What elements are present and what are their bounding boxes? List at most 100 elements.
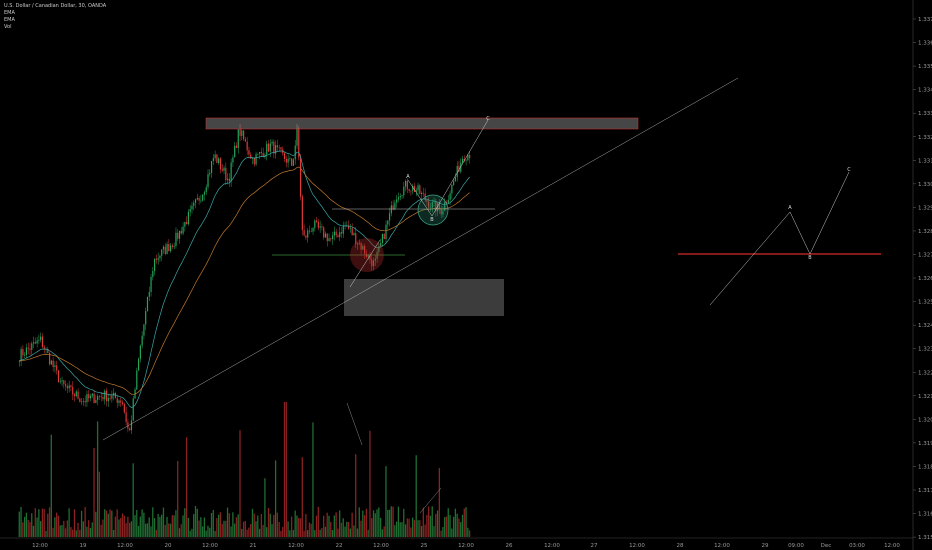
projection-line[interactable] xyxy=(349,239,381,288)
candle-body xyxy=(437,203,439,212)
price-tick-label: 1.32800 xyxy=(918,229,932,235)
highlight-circle-red[interactable] xyxy=(350,238,384,272)
candle-body xyxy=(392,205,394,210)
candle-body xyxy=(289,158,291,159)
volume-trend-up[interactable] xyxy=(419,487,442,514)
candle-body xyxy=(372,260,375,267)
resistance-zone[interactable] xyxy=(205,117,639,130)
candle-body xyxy=(47,349,49,353)
candle-body xyxy=(113,392,115,396)
candle-body xyxy=(461,158,464,163)
candle-body xyxy=(362,246,364,250)
candle-body xyxy=(271,141,273,144)
volume-bar xyxy=(237,514,239,537)
volume-bar xyxy=(105,510,108,537)
candle-body xyxy=(29,348,31,350)
indicator-ema-2[interactable]: EMA xyxy=(4,17,15,23)
volume-bar xyxy=(267,508,270,537)
time-tick-label: 27 xyxy=(591,543,598,549)
candle-body xyxy=(161,249,163,256)
candle-body xyxy=(88,394,90,399)
candle-body xyxy=(66,386,68,389)
candle-body xyxy=(171,245,174,247)
volume-bar xyxy=(278,521,280,537)
volume-bar xyxy=(442,527,444,537)
demand-zone[interactable] xyxy=(344,279,504,316)
indicator-vol[interactable]: Vol xyxy=(4,24,12,30)
volume-bar xyxy=(162,507,165,537)
candle-body xyxy=(170,245,172,252)
abc-wave-right[interactable] xyxy=(709,171,850,306)
candle-body xyxy=(381,233,384,243)
candle-body xyxy=(259,152,261,154)
volume-bar xyxy=(43,509,45,537)
volume-bar xyxy=(383,526,385,537)
candle-body xyxy=(303,230,305,236)
candle-body xyxy=(340,232,343,234)
ema-fast-line xyxy=(19,150,470,409)
volume-bar xyxy=(216,518,218,537)
candle-body xyxy=(410,190,412,192)
volume-bar xyxy=(75,530,77,537)
drawings: A B C A B C xyxy=(102,77,881,514)
volume-bar xyxy=(48,507,51,537)
volume-bar xyxy=(175,510,177,537)
candle-body xyxy=(196,198,198,200)
time-tick-label: 09:00 xyxy=(788,543,804,549)
volume-bar xyxy=(260,514,263,537)
candle-body xyxy=(159,255,161,259)
volume-bar xyxy=(283,402,286,537)
candle-body xyxy=(230,162,232,182)
candle-body xyxy=(317,221,319,228)
candle-body xyxy=(360,243,362,250)
candle-body xyxy=(189,209,191,212)
candle-body xyxy=(168,244,170,252)
volume-bar xyxy=(458,518,460,537)
candle-body xyxy=(89,395,92,399)
volume-bar xyxy=(182,515,184,537)
volume-bar xyxy=(130,521,133,537)
volume-bar xyxy=(379,517,382,537)
candle-body xyxy=(68,385,70,389)
candle-body xyxy=(234,145,236,158)
indicator-ema-1[interactable]: EMA xyxy=(4,10,15,16)
volume-bar xyxy=(207,525,209,537)
candle-body xyxy=(241,130,243,136)
highlight-circle-green[interactable] xyxy=(417,194,449,226)
candle-body xyxy=(330,238,332,240)
volume-bar xyxy=(178,528,181,537)
candle-body xyxy=(38,339,40,341)
volume-bar xyxy=(285,402,287,537)
volume-bar xyxy=(303,530,305,537)
candle-body xyxy=(157,258,159,260)
price-tick-label: 1.32400 xyxy=(918,323,932,329)
candle-body xyxy=(81,401,83,403)
volume-bar xyxy=(381,529,384,537)
volume-trend-down[interactable] xyxy=(346,402,363,446)
volume-bar xyxy=(45,530,47,537)
volume-bar xyxy=(440,530,442,537)
candle-body xyxy=(323,227,325,238)
candle-body xyxy=(251,158,254,159)
wave-label-c: C xyxy=(847,167,851,173)
volume-bar xyxy=(413,520,416,537)
trendline[interactable] xyxy=(102,77,739,441)
volume-bar xyxy=(323,515,325,537)
candle-body xyxy=(41,336,44,348)
volume-bar xyxy=(356,528,359,537)
volume-bar xyxy=(251,508,254,537)
volume-bar xyxy=(64,528,67,537)
volume-bar xyxy=(234,523,236,537)
volume-bar xyxy=(111,510,113,537)
time-axis: 12:00 19 12:00 20 12:00 21 12:00 22 12:00 25 12:00… xyxy=(32,543,900,549)
volume-bar xyxy=(415,455,417,537)
price-tick-label: 1.31500 xyxy=(918,535,932,541)
volume-bar xyxy=(305,514,307,537)
candle-body xyxy=(451,184,453,194)
candle-body xyxy=(337,235,339,237)
time-tick-label: 12:00 xyxy=(117,543,133,549)
candle-body xyxy=(139,345,141,359)
abc-wave-left[interactable] xyxy=(407,119,489,217)
candle-body xyxy=(440,208,442,215)
